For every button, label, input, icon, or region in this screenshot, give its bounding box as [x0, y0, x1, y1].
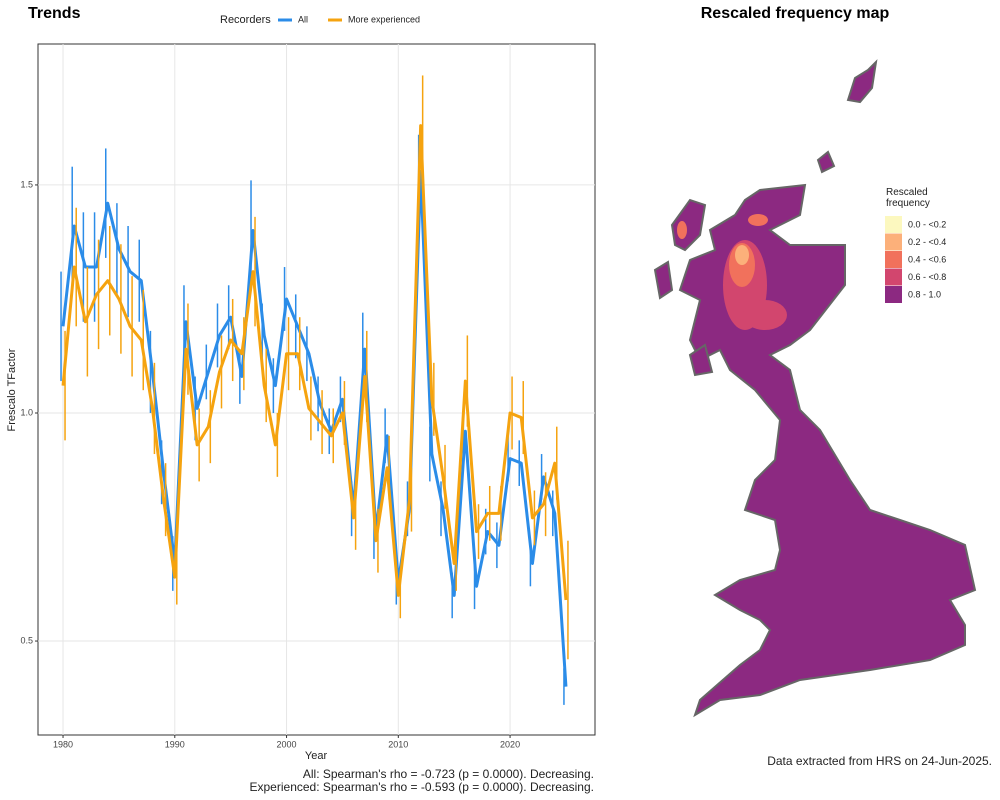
series: [61, 75, 569, 660]
line: [61, 169, 568, 687]
line: [61, 124, 568, 601]
y-tick-label: 0.5: [20, 635, 33, 645]
hotspot: [677, 221, 687, 239]
x-tick-label: 1990: [165, 739, 185, 749]
x-tick-label: 1980: [53, 739, 73, 749]
legend-label: 0.0 - <0.2: [908, 219, 946, 229]
chart-title: Trends: [28, 5, 81, 22]
legend-swatch: [885, 286, 902, 303]
map-legend: 0.0 - <0.2 0.2 - <0.4 0.4 - <0.6 0.6 - <0.8…: [885, 216, 946, 303]
x-tick-label: 2010: [388, 739, 408, 749]
series: [60, 134, 568, 705]
x-axis-label: Year: [305, 750, 328, 762]
island: [653, 260, 674, 300]
hotspot: [735, 245, 749, 265]
mainland: [678, 183, 977, 718]
hotspot: [748, 214, 768, 226]
y-tick-label: 1.5: [20, 179, 33, 189]
hotspot: [743, 300, 787, 330]
island: [670, 198, 707, 252]
annotation: All: Spearman's rho = -0.723 (p = 0.0000…: [303, 767, 594, 781]
map-title: Rescaled frequency map: [701, 5, 890, 22]
legend-swatch: [885, 251, 902, 268]
y-axis-label: Frescalo TFactor: [6, 348, 18, 431]
legend-swatch: [885, 216, 902, 233]
legend-swatch: [885, 268, 902, 286]
legend-swatch: [885, 233, 902, 251]
x-tick-label: 2020: [500, 739, 520, 749]
map-legend-title: Rescaled frequency: [886, 187, 930, 209]
legend-label: 0.8 - 1.0: [908, 289, 941, 299]
legend-title: Recorders: [220, 14, 271, 26]
legend-label: 0.6 - <0.8: [908, 272, 946, 282]
legend-label: 0.4 - <0.6: [908, 254, 946, 264]
legend-label: 0.2 - <0.4: [908, 237, 946, 247]
legend-label: All: [298, 14, 308, 24]
grid: [38, 44, 595, 735]
island: [688, 343, 714, 377]
island: [846, 59, 878, 104]
x-tick-label: 2000: [277, 739, 297, 749]
y-tick-label: 1.0: [20, 407, 33, 417]
map: [653, 59, 977, 718]
map-note: Data extracted from HRS on 24-Jun-2025.: [767, 754, 992, 768]
hotspots: [677, 214, 787, 330]
annotation: Experienced: Spearman's rho = -0.593 (p …: [250, 780, 595, 794]
island: [816, 150, 836, 174]
legend-label: More experienced: [348, 14, 420, 24]
